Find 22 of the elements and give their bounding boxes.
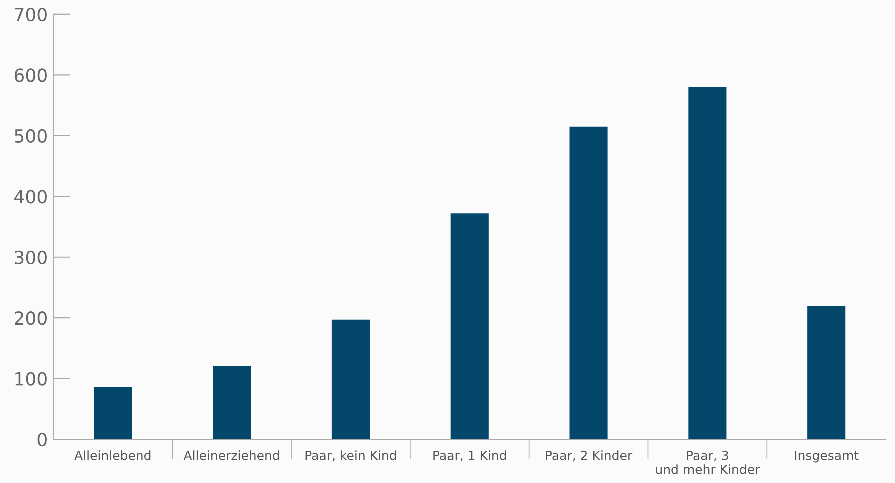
x-tick-label: Paar, kein Kind (306, 450, 396, 462)
y-tick-label: 0 (38, 432, 47, 447)
bar (94, 387, 132, 440)
y-tick-label: 400 (14, 190, 47, 204)
x-tick-label: Alleinerziehend (184, 450, 280, 460)
x-tick-label: Paar, 2 Kinder (546, 450, 633, 462)
y-tick-label: 600 (14, 68, 47, 82)
bar (450, 214, 489, 440)
y-tick-label: 700 (15, 8, 47, 22)
x-tick-label: Insgesamt (795, 451, 859, 463)
bar (213, 366, 252, 440)
y-tick-label: 300 (15, 250, 47, 264)
y-tick-label: 100 (16, 372, 47, 386)
x-tick-label: Paar, 3 und mehr Kinder (656, 450, 760, 474)
x-tick-label: Alleinlebend (74, 450, 151, 460)
y-tick-label: 200 (15, 312, 47, 326)
x-tick-label: Paar, 1 Kind (434, 450, 506, 462)
bar (332, 320, 370, 440)
y-tick-label: 500 (15, 129, 47, 144)
bar (570, 126, 608, 440)
bar (808, 306, 846, 440)
bar (688, 87, 727, 440)
